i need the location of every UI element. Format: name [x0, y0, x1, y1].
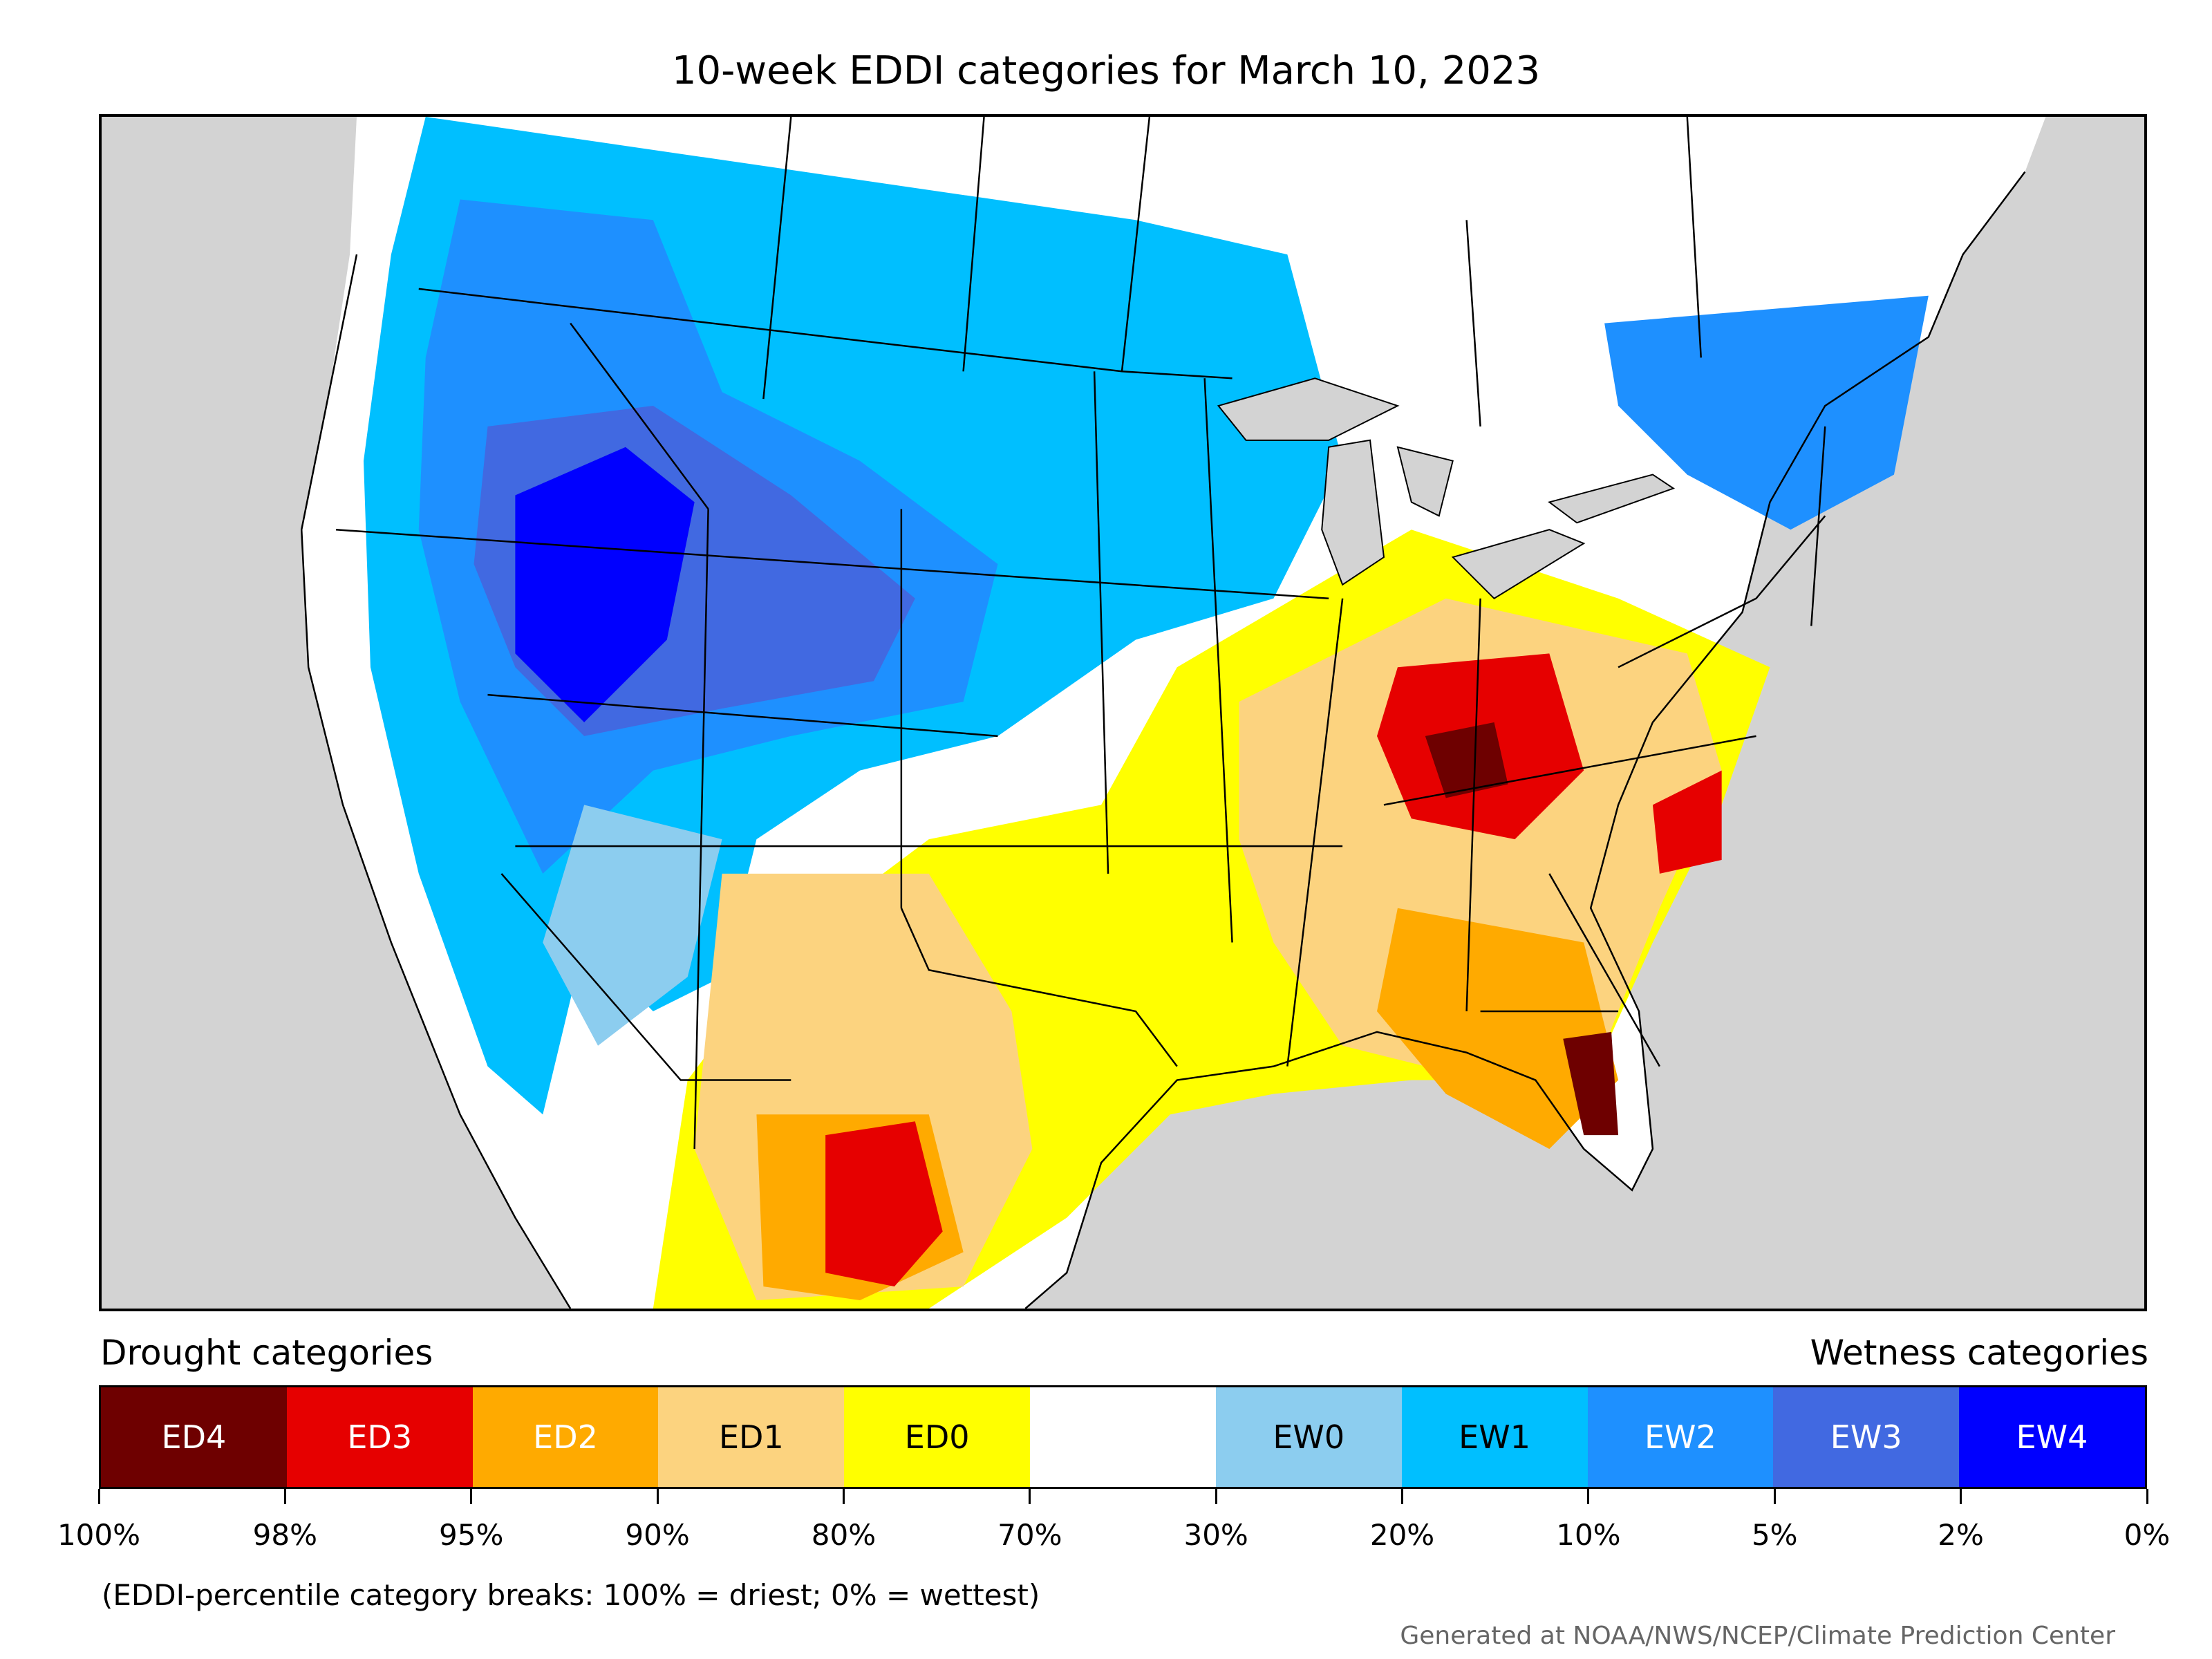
legend-tick: [842, 1489, 845, 1504]
legend-swatch-ew3: EW3: [1773, 1387, 1960, 1487]
legend-tick-label: 0%: [2124, 1518, 2171, 1552]
category-breaks-note: (EDDI-percentile category breaks: 100% =…: [102, 1578, 1040, 1612]
legend-tick-label: 30%: [1183, 1518, 1248, 1552]
legend-tick-label: 95%: [439, 1518, 504, 1552]
legend-swatch-ew2: EW2: [1587, 1387, 1774, 1487]
wetness-region-northeast: [1604, 295, 1929, 530]
legend-tick-label: 98%: [252, 1518, 318, 1552]
legend-tick: [1587, 1489, 1590, 1504]
category-ticks: [97, 1489, 2148, 1506]
legend-swatch-neutral: [1030, 1387, 1216, 1487]
legend-swatch-ew0: EW0: [1215, 1387, 1402, 1487]
legend-tick-label: 5%: [1751, 1518, 1798, 1552]
legend-tick-label: 90%: [625, 1518, 690, 1552]
great-lakes: [1217, 377, 1676, 600]
legend-tick: [1773, 1489, 1776, 1504]
legend-tick-label: 100%: [57, 1518, 141, 1552]
drought-region-ed4-florida: [1563, 1031, 1619, 1136]
legend-tick-label: 80%: [811, 1518, 877, 1552]
legend-tick: [1029, 1489, 1031, 1504]
legend-tick: [283, 1489, 286, 1504]
legend-tick: [656, 1489, 659, 1504]
drought-region-ed3-texas: [825, 1121, 943, 1287]
legend-tick-label: 2%: [1938, 1518, 1984, 1552]
legend-tick: [97, 1489, 100, 1504]
legend-tick: [2146, 1489, 2148, 1504]
wetness-region-ew4: [515, 447, 695, 722]
legend-swatch-ed1: ED1: [658, 1387, 845, 1487]
legend-tick: [1960, 1489, 1962, 1504]
category-tick-labels: 100% 98% 95% 90% 80% 70% 30% 20% 10% 5% 2% 0%: [57, 1518, 2170, 1559]
eddi-map: [99, 114, 2147, 1311]
wetness-region-ew0: [543, 805, 722, 1046]
drought-region-ed4: [1425, 722, 1508, 798]
legend-tick-label: 10%: [1556, 1518, 1621, 1552]
legend-swatch-ew4: EW4: [1959, 1387, 2145, 1487]
legend-swatch-ew1: EW1: [1401, 1387, 1588, 1487]
map-title: 10-week EDDI categories for March 10, 20…: [671, 48, 1541, 93]
category-color-bar: ED4 ED3 ED2 ED1 ED0 EW0 EW1 EW2 EW3 EW4: [99, 1385, 2147, 1489]
legend-tick: [470, 1489, 473, 1504]
legend-tick-label: 70%: [997, 1518, 1062, 1552]
map-canvas: [300, 117, 2046, 1309]
legend-tick: [1215, 1489, 1217, 1504]
credit-line: Generated at NOAA/NWS/NCEP/Climate Predi…: [1400, 1622, 2115, 1650]
legend-swatch-ed3: ED3: [286, 1387, 473, 1487]
legend-tick: [1401, 1489, 1404, 1504]
coastline: [300, 171, 2026, 1309]
legend-swatch-ed0: ED0: [844, 1387, 1031, 1487]
legend-swatch-ed2: ED2: [472, 1387, 659, 1487]
legend-swatch-ed4: ED4: [101, 1387, 287, 1487]
drought-region-ed1: [1239, 598, 1722, 1080]
drought-region-ed2: [1377, 908, 1619, 1150]
legend-tick-label: 20%: [1369, 1518, 1435, 1552]
political-borders: [335, 117, 1826, 1150]
drought-categories-label: Drought categories: [100, 1333, 433, 1373]
wetness-categories-label: Wetness categories: [1810, 1333, 2148, 1373]
